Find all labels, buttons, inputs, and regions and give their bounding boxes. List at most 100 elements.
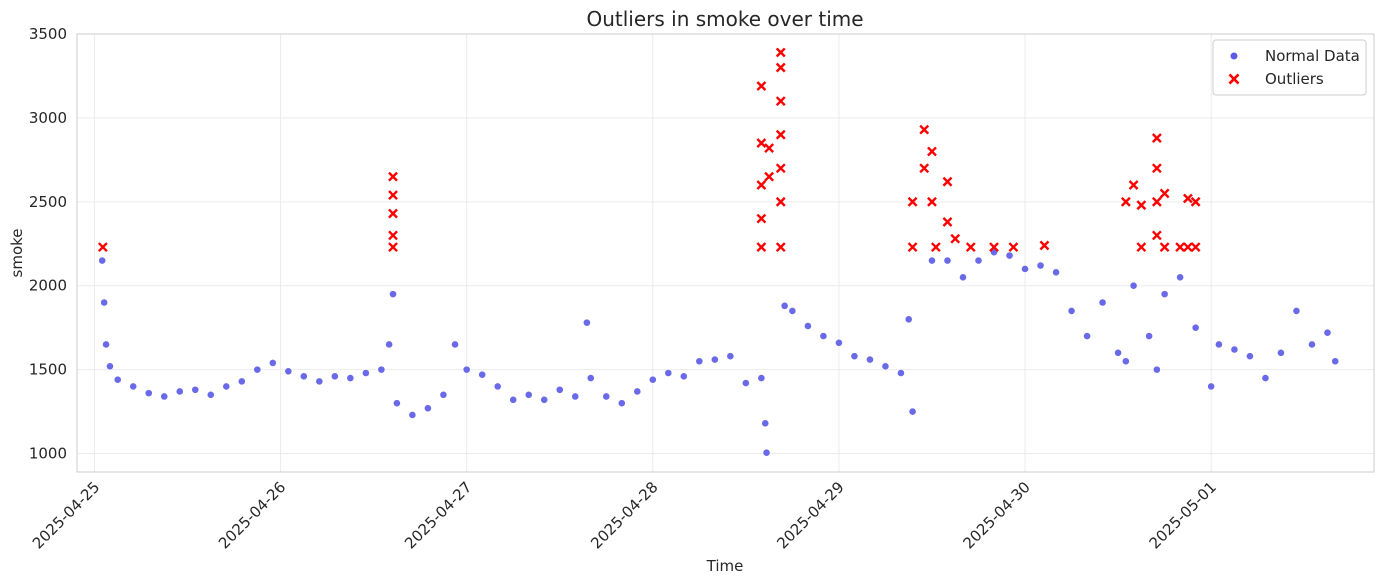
outlier-point: [942, 176, 953, 187]
normal-data-point: [493, 382, 502, 391]
normal-data-point: [175, 387, 184, 396]
outlier-point: [775, 196, 786, 207]
normal-data-point: [100, 298, 109, 307]
outlier-point: [1151, 163, 1162, 174]
normal-data-point: [757, 374, 766, 382]
normal-data-point: [1098, 298, 1107, 307]
outlier-point: [764, 171, 775, 182]
y-tick-label: 1500: [29, 361, 67, 379]
normal-data-point: [695, 357, 704, 366]
normal-data-point: [113, 375, 122, 384]
outlier-point: [1151, 196, 1162, 207]
outlier-point: [775, 47, 786, 58]
outlier-point: [927, 146, 937, 157]
outlier-point: [1159, 188, 1170, 199]
outlier-point: [950, 233, 961, 244]
outlier-points: [97, 47, 1201, 253]
normal-data-point: [1292, 306, 1301, 315]
y-tick-label: 2500: [29, 193, 67, 211]
normal-data-point: [741, 379, 750, 387]
outlier-point: [919, 124, 930, 135]
normal-data-points: [98, 248, 1340, 457]
normal-data-point: [222, 382, 231, 391]
normal-data-point: [268, 359, 277, 367]
normal-data-point: [780, 301, 789, 310]
outlier-point: [764, 143, 775, 154]
y-tick-label: 3000: [29, 109, 67, 127]
outlier-point: [1039, 240, 1050, 251]
normal-data-point: [299, 372, 308, 381]
normal-data-point: [1152, 365, 1161, 374]
normal-data-point: [881, 362, 890, 371]
outlier-point: [930, 242, 941, 253]
outlier-point: [1182, 193, 1193, 204]
outlier-point: [919, 163, 930, 174]
normal-data-point: [726, 352, 735, 361]
plot-frame: [76, 33, 1375, 473]
normal-data-point: [377, 365, 386, 374]
normal-data-point: [206, 390, 215, 399]
outlier-point: [756, 180, 767, 190]
normal-data-point: [908, 407, 917, 416]
normal-data-point: [1246, 352, 1254, 361]
normal-data-point: [617, 399, 626, 408]
normal-data-point: [1207, 382, 1216, 391]
outlier-point: [756, 213, 767, 224]
normal-data-point: [237, 377, 246, 386]
normal-data-point: [1067, 306, 1076, 315]
normal-data-point: [1230, 345, 1239, 354]
normal-data-point: [582, 318, 591, 327]
outlier-point: [756, 138, 767, 148]
normal-data-point: [1083, 332, 1091, 340]
normal-data-point: [664, 369, 673, 377]
normal-data-point: [144, 389, 153, 398]
normal-data-point: [439, 390, 448, 399]
y-tick-label: 3500: [29, 25, 67, 43]
normal-data-point: [1121, 357, 1130, 366]
y-tick-label: 1000: [29, 445, 67, 463]
normal-data-point: [462, 365, 471, 374]
normal-data-point: [346, 374, 355, 382]
normal-data-point: [1160, 290, 1169, 299]
chart-title: Outliers in smoke over time: [586, 7, 863, 31]
normal-data-point: [1036, 261, 1045, 270]
outlier-point: [1008, 242, 1019, 253]
normal-data-point: [1215, 340, 1223, 349]
outlier-point: [1159, 242, 1170, 253]
normal-data-point: [160, 392, 169, 401]
normal-data-point: [392, 399, 401, 408]
normal-data-point: [253, 365, 262, 374]
normal-data-point: [761, 419, 770, 428]
normal-data-point: [819, 332, 828, 340]
outlier-point: [388, 242, 398, 253]
legend-normal-label: Normal Data: [1265, 47, 1360, 65]
normal-data-point: [102, 340, 110, 349]
outlier-point: [989, 242, 999, 253]
outlier-point: [1151, 230, 1162, 241]
normal-data-point: [1129, 281, 1138, 290]
normal-data-point: [330, 372, 339, 381]
normal-data-point: [904, 315, 913, 324]
outlier-point: [388, 190, 398, 201]
normal-data-point: [1277, 348, 1285, 357]
outlier-point: [756, 242, 767, 253]
normal-data-point: [524, 390, 533, 399]
normal-data-point: [361, 369, 370, 377]
normal-data-point: [451, 340, 459, 349]
normal-data-point: [850, 352, 859, 361]
outlier-point: [965, 242, 976, 253]
x-axis-title: Time: [706, 557, 744, 575]
normal-data-point: [803, 322, 812, 330]
outlier-point: [1136, 242, 1147, 253]
normal-data-point: [648, 375, 657, 384]
outlier-point: [1182, 242, 1193, 253]
outlier-point: [775, 163, 786, 174]
normal-data-point: [1114, 348, 1122, 357]
y-tick-label: 2000: [29, 277, 67, 295]
legend-normal-marker: [1229, 51, 1239, 61]
normal-data-point: [509, 395, 518, 404]
legend: Normal Data Outliers: [1212, 39, 1367, 96]
y-axis-title: smoke: [8, 229, 26, 278]
outlier-point: [388, 230, 398, 241]
